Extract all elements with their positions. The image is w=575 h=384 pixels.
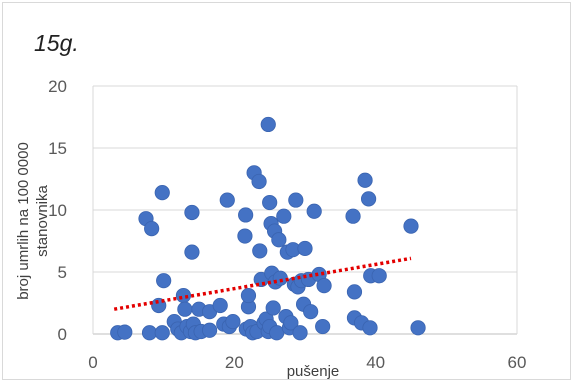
data-point: [252, 243, 268, 259]
data-points: [110, 116, 426, 341]
data-point: [306, 203, 322, 219]
y-tick-label: 5: [58, 263, 67, 282]
trendline: [113, 256, 412, 311]
x-tick-label: 40: [366, 353, 385, 372]
data-point: [283, 315, 299, 331]
data-point: [403, 218, 419, 234]
data-point: [362, 320, 378, 336]
data-point: [357, 172, 373, 188]
y-axis-label-line1: broj umrlih na 100 0000: [15, 142, 32, 300]
x-axis-label: pušenje: [287, 363, 340, 380]
data-point: [154, 325, 170, 341]
data-point: [269, 325, 285, 341]
data-point: [202, 322, 218, 338]
y-tick-label: 20: [48, 77, 67, 96]
data-point: [141, 325, 158, 341]
data-point: [260, 116, 276, 133]
data-point: [316, 278, 332, 294]
data-point: [276, 208, 292, 224]
data-point: [346, 284, 363, 300]
x-tick-label: 20: [225, 353, 244, 372]
data-point: [219, 192, 235, 208]
data-point: [237, 228, 253, 244]
y-tick-label: 15: [48, 139, 67, 158]
data-point: [117, 324, 133, 340]
y-tick-label: 0: [58, 325, 67, 344]
data-point: [315, 318, 331, 335]
data-point: [288, 192, 304, 208]
data-point: [360, 191, 377, 207]
data-point: [177, 301, 193, 317]
data-point: [154, 185, 170, 201]
x-tick-labels: 0 20 40 60: [88, 353, 526, 372]
data-point: [175, 287, 192, 304]
data-point: [371, 268, 387, 284]
y-axis-label-line2: stanovnika: [34, 184, 51, 256]
x-tick-label: 60: [508, 353, 527, 372]
data-point: [184, 244, 200, 260]
data-point: [265, 300, 281, 316]
x-tick-label: 0: [88, 353, 97, 372]
y-tick-labels: 0 5 10 15 20: [48, 77, 67, 344]
data-point: [262, 194, 278, 211]
data-point: [251, 173, 267, 190]
data-point: [144, 221, 160, 237]
data-point: [212, 297, 228, 314]
data-point: [271, 232, 287, 248]
data-point: [156, 273, 172, 289]
data-point: [238, 207, 254, 223]
data-point: [184, 204, 200, 221]
data-point: [240, 287, 257, 304]
chart-title: 15g.: [34, 30, 79, 56]
data-point: [292, 325, 308, 341]
y-tick-label: 10: [48, 201, 67, 220]
data-point: [345, 208, 361, 224]
data-point: [297, 240, 313, 257]
data-point: [303, 304, 319, 320]
data-point: [225, 313, 241, 330]
data-point: [410, 320, 426, 336]
